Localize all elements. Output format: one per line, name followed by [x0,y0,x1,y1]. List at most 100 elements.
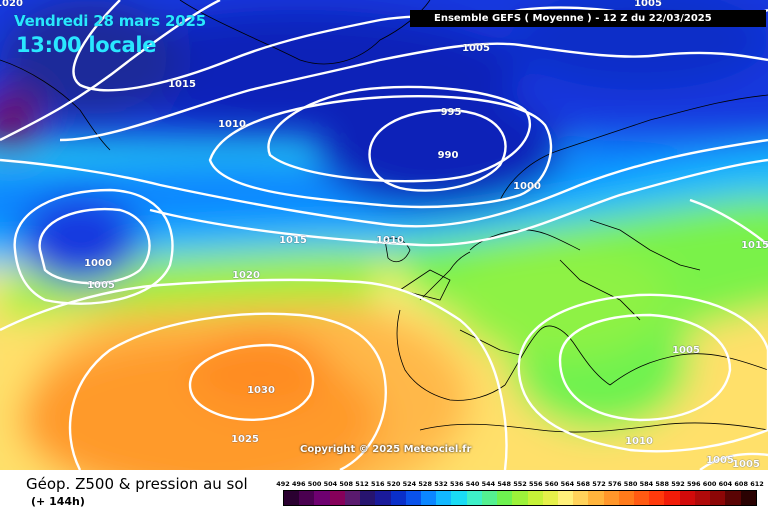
isobar-1005-east [558,313,732,422]
isobar-1000 [208,95,553,209]
color-scale-swatch [436,491,452,505]
color-scale-label: 544 [481,480,496,488]
color-scale-label: 532 [434,480,448,488]
color-scale-label: 560 [544,480,559,488]
isobar-label: 1005 [706,455,734,466]
color-scale-label: 504 [323,480,338,488]
color-scale-label: 512 [355,480,369,488]
color-scale-label: 492 [276,480,290,488]
color-scale-label: 608 [734,480,748,488]
forecast-date: Vendredi 28 mars 2025 [14,12,206,30]
isobar-label: 1010 [218,119,246,130]
isobar-label: 1015 [741,240,768,251]
color-scale-swatch [390,491,406,505]
legend-footer: Géop. Z500 & pression au sol (+ 144h) 49… [0,470,768,512]
color-scale-labels: 492 496 500 504 508 512 516 520 524 528 532 536 540 5… [276,480,764,490]
color-scale-label: 520 [386,480,401,488]
color-scale-swatch [573,491,589,505]
isobar-990 [368,108,507,192]
color-scale-bar [283,490,757,506]
color-scale-label: 588 [655,480,669,488]
run-info-banner: Ensemble GEFS ( Moyenne ) - 12 Z du 22/0… [410,10,766,27]
color-scale-swatch [299,491,315,505]
color-scale-label: 564 [560,480,575,488]
isobar-label: 1005 [462,43,490,54]
color-scale-swatch [344,491,361,505]
color-scale-label: 596 [687,480,701,488]
color-scale-label: 540 [465,480,480,488]
color-scale-swatch [557,491,574,505]
color-scale-label: 572 [592,480,606,488]
color-scale-swatch [664,491,680,505]
isobar-1025 [68,312,387,470]
isobar-1030 [188,343,315,421]
color-scale-swatch [679,491,695,505]
chart-title: Géop. Z500 & pression au sol [26,475,248,493]
color-scale-swatch [405,491,421,505]
isobar-label: 1020 [232,270,260,281]
color-scale-label: 536 [450,480,464,488]
isobar-label: 1010 [625,436,653,447]
color-scale-swatch [284,491,300,505]
coastlines [0,0,768,433]
color-scale-swatch [512,491,528,505]
isobar-label: 990 [437,150,459,161]
color-scale-swatch [618,491,635,505]
color-scale-label: 552 [513,480,527,488]
color-scale-label: 612 [750,480,764,488]
color-scale-swatch [360,491,376,505]
color-scale-swatch [725,491,741,505]
isobar-1005-low [13,188,174,305]
forecast-range: (+ 144h) [31,495,85,508]
isobar-label: 1020 [0,0,23,9]
isobar-label: 1005 [672,345,700,356]
color-scale-swatch [694,491,711,505]
copyright-notice: Copyright © 2025 Meteociel.fr [300,444,472,455]
color-scale-label: 604 [718,480,733,488]
color-scale-swatch [634,491,650,505]
isobar-1005-north [0,0,221,142]
color-scale-label: 592 [671,480,685,488]
color-scale-label: 580 [623,480,638,488]
run-info-text: Ensemble GEFS ( Moyenne ) - 12 Z du 22/0… [434,13,712,24]
color-scale-label: 516 [371,480,385,488]
isobar-label: 995 [440,107,462,118]
color-scale-label: 508 [339,480,353,488]
color-scale-swatch [314,491,330,505]
color-scale-label: 496 [292,480,306,488]
forecast-time: 13:00 locale [16,33,157,57]
isobar-1020 [0,278,508,470]
color-scale-swatch [420,491,437,505]
isobar-label: 1000 [84,258,112,269]
color-scale-swatch [649,491,665,505]
isobar-label: 1010 [376,235,404,246]
isobar-1015-mid [149,158,768,247]
color-scale-swatch [481,491,498,505]
color-scale-swatch [603,491,619,505]
color-scale-label: 556 [529,480,543,488]
color-scale-label: 584 [639,480,654,488]
isobar-label: 1015 [168,79,196,90]
isobar-1000-low [38,207,151,285]
isobar-label: 1030 [247,385,275,396]
isobar-label: 1005 [87,280,115,291]
color-scale-label: 548 [497,480,511,488]
isobar-label: 1025 [231,434,259,445]
color-scale-label: 524 [402,480,417,488]
isobar-1015-east [689,198,768,246]
isobar-label: 1000 [513,181,541,192]
color-scale-label: 528 [418,480,432,488]
color-scale-swatch [375,491,391,505]
color-scale-swatch [740,491,756,505]
isobar-1010-north [59,42,768,142]
isobar-1005-se [699,452,768,470]
color-scale-swatch [466,491,482,505]
isobar-label: 1005 [634,0,662,9]
color-scale-swatch [710,491,726,505]
isobar-label: 1005 [732,459,760,470]
color-scale-swatch [542,491,558,505]
color-scale-swatch [329,491,345,505]
color-scale-swatch [588,491,604,505]
color-scale-swatch [527,491,543,505]
color-scale-label: 500 [307,480,322,488]
